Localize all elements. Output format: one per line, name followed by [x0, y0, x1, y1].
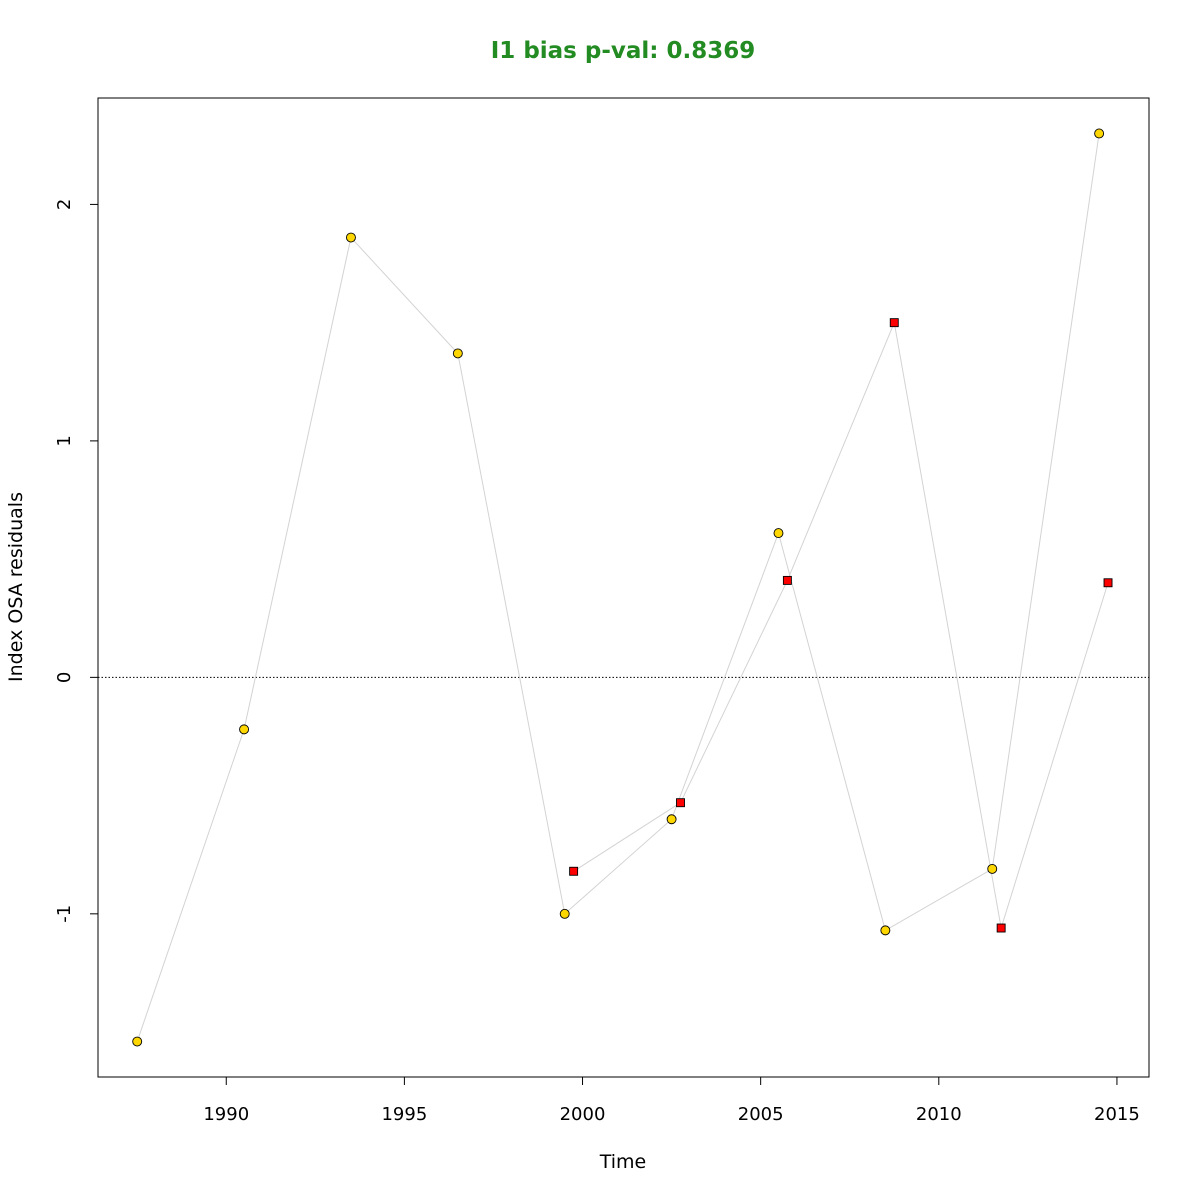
series-1-point	[239, 724, 250, 735]
series-2-point	[676, 798, 685, 808]
series-1-point	[666, 814, 677, 825]
series-2-point	[996, 923, 1006, 933]
series-lines	[136, 133, 1109, 1042]
y-axis-label: Index OSA residuals	[5, 492, 27, 682]
series-2-point	[1103, 578, 1113, 588]
x-tick-label: 1990	[203, 1104, 249, 1125]
chart-title: I1 bias p-val: 0.8369	[491, 38, 756, 64]
series-1-point	[1094, 128, 1105, 139]
y-tick-label: 2	[54, 199, 75, 210]
x-tick-label: 2010	[916, 1104, 962, 1125]
series-2-point	[889, 318, 899, 328]
series-1-point	[346, 232, 356, 243]
data-points	[132, 128, 1113, 1047]
x-axis-label: Time	[599, 1151, 647, 1173]
x-tick-label: 2005	[738, 1104, 784, 1125]
series-1-point	[773, 528, 784, 539]
y-tick-label: -1	[54, 905, 75, 923]
y-tick-label: 0	[54, 672, 75, 683]
series-1-line	[136, 133, 1100, 1042]
x-tick-label: 2015	[1094, 1104, 1140, 1125]
series-2-line	[573, 320, 1109, 929]
x-tick-label: 2000	[560, 1104, 606, 1125]
series-2-point	[569, 866, 579, 876]
series-2-point	[782, 575, 792, 585]
x-tick-label: 1995	[381, 1104, 427, 1125]
x-axis: 1990 1995 2000 2005 2010 2015	[203, 1077, 1140, 1125]
series-1-point	[559, 908, 570, 919]
series-1-point	[132, 1036, 143, 1047]
y-axis: -1 0 1 2	[54, 199, 98, 923]
series-1-point	[880, 925, 891, 936]
plot-frame	[97, 97, 1150, 1078]
series-1-point	[987, 863, 998, 874]
y-tick-label: 1	[54, 435, 75, 446]
series-1-point	[452, 348, 463, 359]
